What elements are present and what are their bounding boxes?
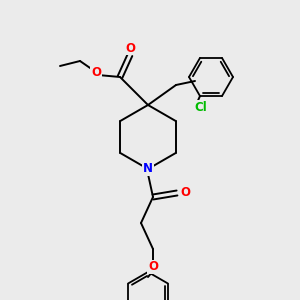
Text: O: O [180, 185, 190, 199]
Text: O: O [91, 65, 101, 79]
Text: Cl: Cl [194, 100, 207, 113]
Text: N: N [143, 163, 153, 176]
Text: O: O [148, 260, 158, 274]
Text: O: O [125, 41, 135, 55]
